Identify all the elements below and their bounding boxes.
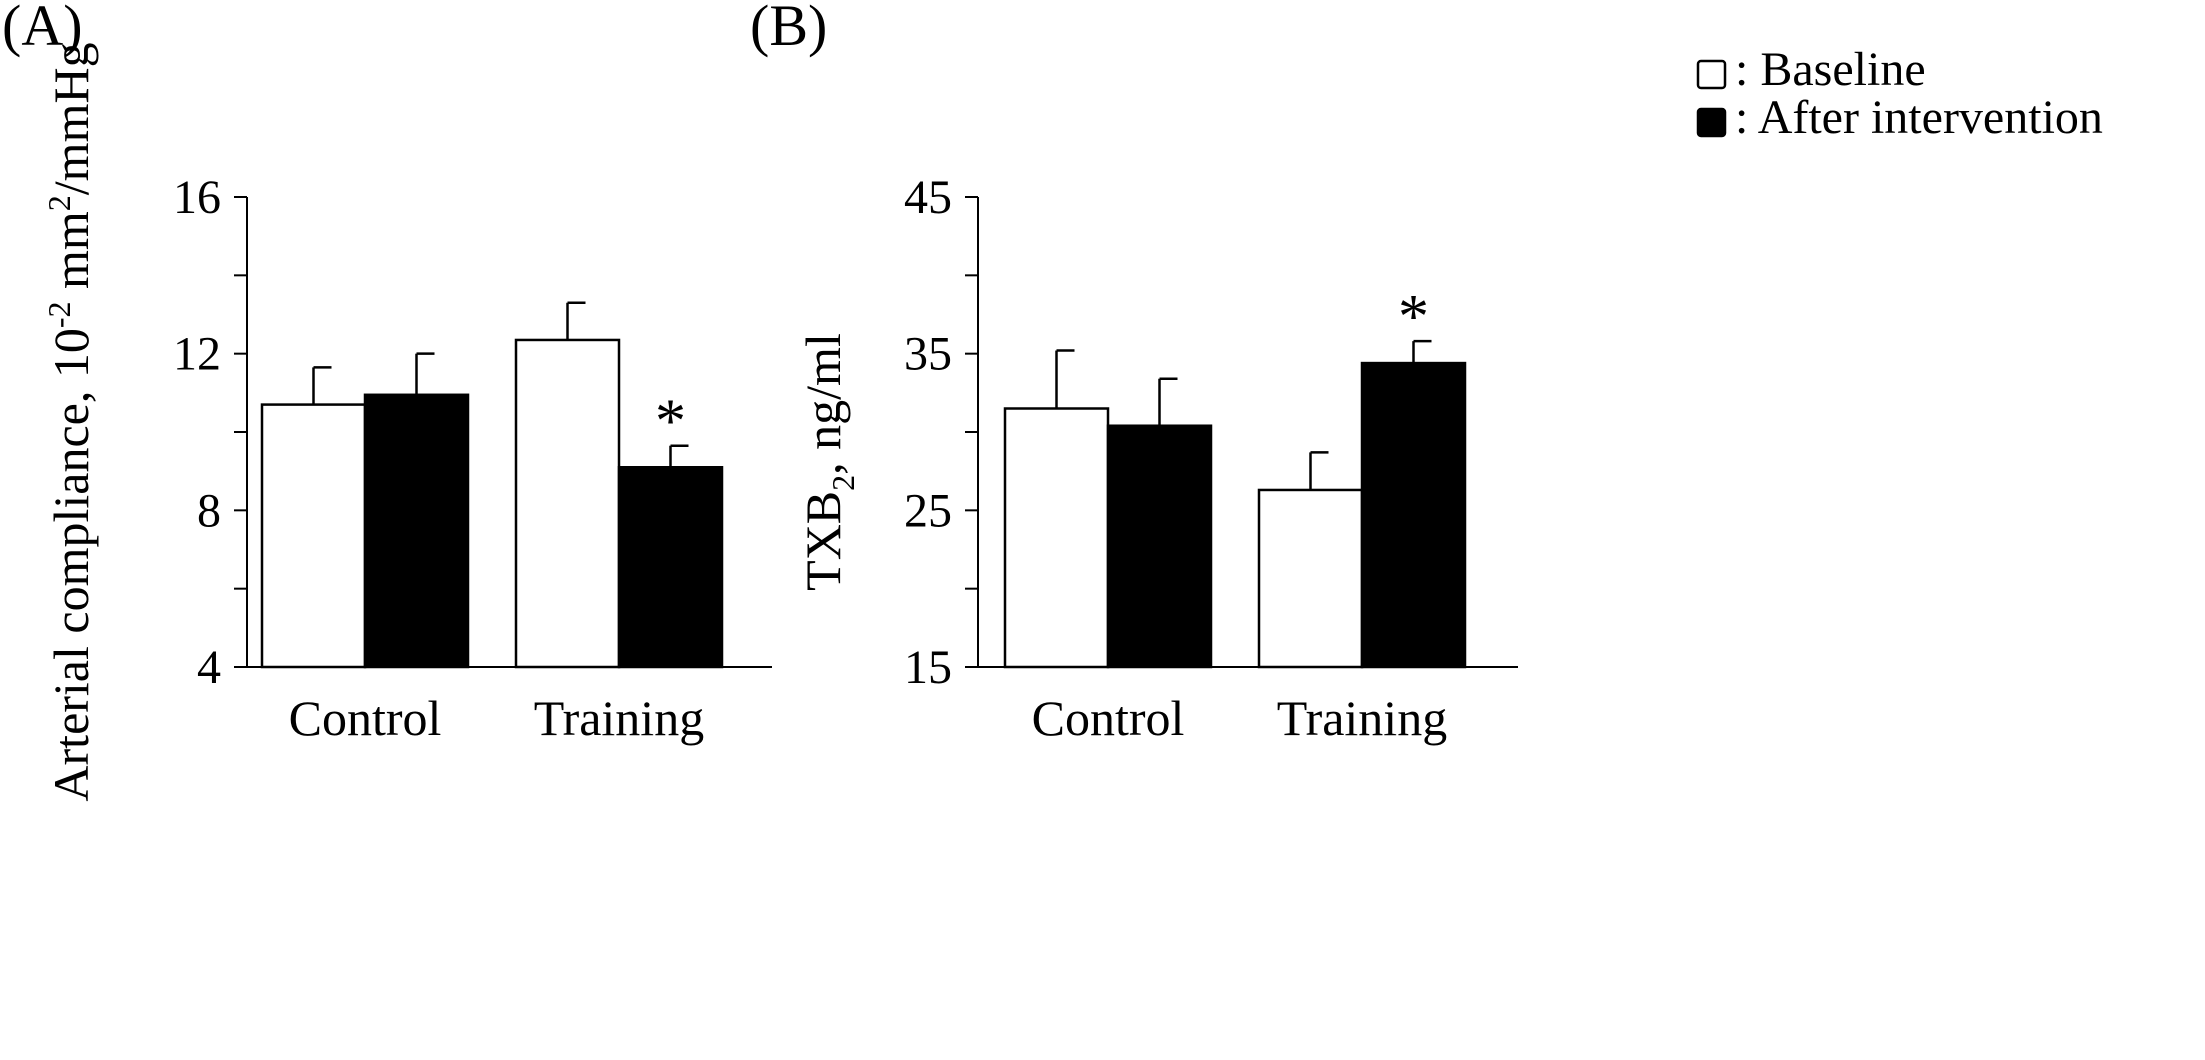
y-axis-title-part: mm <box>43 211 99 301</box>
y-tick-label: 4 <box>197 641 221 694</box>
panel-label: (B) <box>750 0 827 58</box>
panel-b: (B) 15 25 35 45 Control Training * TXB2, ng/ml <box>750 0 1518 746</box>
y-tick-label: 12 <box>173 328 221 381</box>
bar <box>514 338 621 669</box>
y-axis-title-part: /mmHg <box>43 42 99 195</box>
bar <box>1003 407 1110 669</box>
bar <box>1106 424 1213 669</box>
y-axis-title: Arterial compliance, 10-2 mm2/mmHg <box>41 42 99 801</box>
category-label: Control <box>1032 690 1185 746</box>
bar <box>1257 488 1364 669</box>
legend-swatch <box>1696 59 1727 90</box>
category-label: Control <box>289 690 442 746</box>
legend-label: : Baseline <box>1735 43 1926 96</box>
legend-swatch <box>1696 107 1727 138</box>
legend: : Baseline: After intervention <box>1696 43 2103 144</box>
bar <box>1360 361 1467 669</box>
y-axis-title-part: , ng/ml <box>795 333 851 475</box>
significance-marker: * <box>1398 283 1429 351</box>
bar <box>363 393 470 669</box>
y-axis-title-part: TXB <box>795 491 851 591</box>
bar <box>617 466 724 669</box>
significance-marker: * <box>655 388 686 456</box>
y-axis-title-part: -2 <box>41 302 77 329</box>
y-tick-label: 16 <box>173 171 221 224</box>
category-label: Training <box>1277 690 1447 746</box>
y-tick-label: 45 <box>904 171 952 224</box>
panel-label: (A) <box>2 0 83 58</box>
y-tick-label: 8 <box>197 484 221 537</box>
y-axis-title-part: 2 <box>41 195 77 211</box>
category-label: Training <box>534 690 704 746</box>
y-axis-title-part: 2 <box>825 475 861 491</box>
legend-label: : After intervention <box>1735 91 2103 144</box>
y-tick-label: 15 <box>904 641 952 694</box>
y-axis-title: TXB2, ng/ml <box>795 333 861 591</box>
bar <box>260 403 367 669</box>
panel-a: (A) 4 8 12 16 Control Training * Arterial compli… <box>2 0 772 802</box>
y-tick-label: 25 <box>904 484 952 537</box>
y-tick-label: 35 <box>904 328 952 381</box>
y-axis-title-part: Arterial compliance, 10 <box>43 328 99 801</box>
